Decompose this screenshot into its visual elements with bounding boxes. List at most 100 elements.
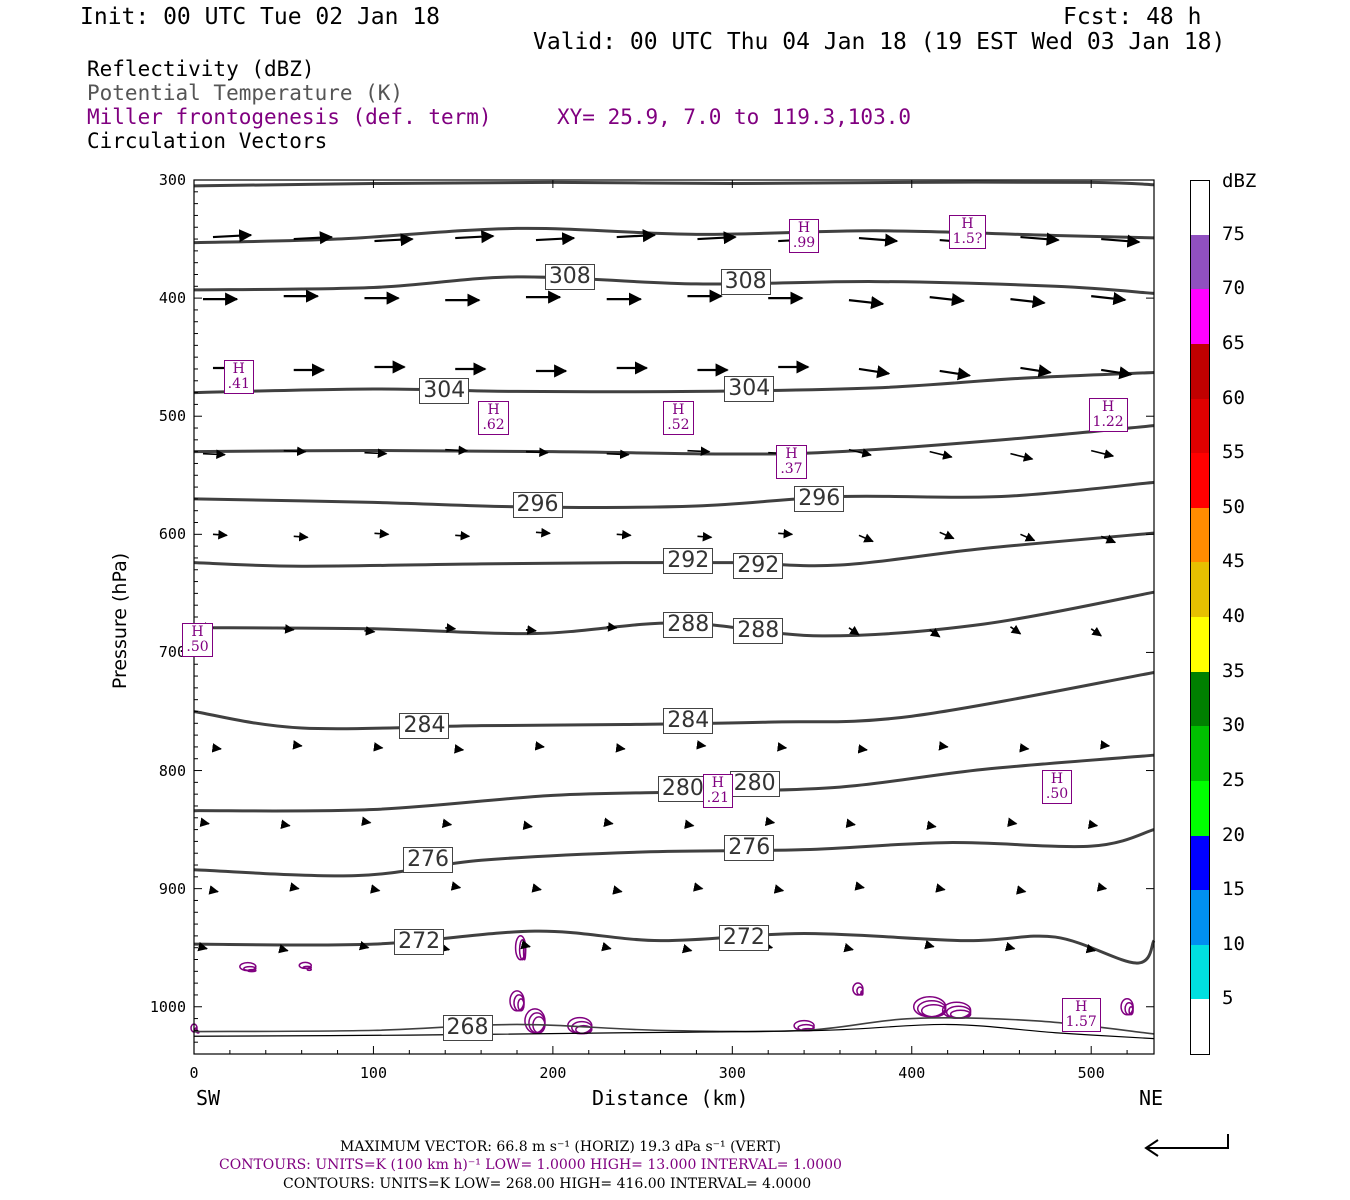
fronto-max-letter: H bbox=[961, 216, 974, 233]
circulation-vector bbox=[858, 365, 891, 379]
x-tick-label: 400 bbox=[898, 1064, 926, 1082]
x-end-right: NE bbox=[1139, 1086, 1164, 1110]
fronto-max-marker: H .62 bbox=[478, 400, 509, 435]
fronto-max-value: 1.57 bbox=[1065, 1014, 1097, 1031]
circulation-vector bbox=[1096, 882, 1108, 892]
contour-label-276: 276 bbox=[724, 835, 775, 862]
circulation-vector bbox=[455, 230, 495, 244]
forecast-hour: Fcst: 48 h bbox=[1063, 4, 1202, 30]
colorbar-label: 55 bbox=[1222, 441, 1245, 464]
fronto-max-marker: H .37 bbox=[776, 445, 807, 480]
footer-contours-theta: CONTOURS: UNITS=K LOW= 268.00 HIGH= 416.… bbox=[283, 1176, 812, 1192]
circulation-vector bbox=[615, 743, 626, 753]
circulation-vector bbox=[612, 885, 623, 895]
circulation-vector bbox=[373, 742, 384, 752]
fronto-contour bbox=[945, 1005, 972, 1020]
x-tick-label: 300 bbox=[718, 1064, 746, 1082]
circulation-vector bbox=[525, 447, 549, 458]
fronto-contour bbox=[518, 938, 527, 961]
contour-label-304: 304 bbox=[419, 378, 470, 405]
colorbar-unit: dBZ bbox=[1222, 170, 1257, 192]
axis-ticks bbox=[193, 179, 1154, 1054]
valid-time: Valid: 00 UTC Thu 04 Jan 18 (19 EST Wed … bbox=[533, 29, 1226, 55]
colorbar-swatch bbox=[1190, 617, 1210, 672]
colorbar-swatch bbox=[1190, 726, 1210, 781]
circulation-vector bbox=[374, 233, 414, 247]
colorbar-label: 20 bbox=[1222, 823, 1245, 846]
fronto-max-marker: H 1.5? bbox=[948, 215, 987, 250]
colorbar-label: 15 bbox=[1222, 878, 1245, 901]
theta-contours bbox=[193, 180, 1156, 1040]
fronto-contour bbox=[298, 961, 313, 970]
contour-label-272: 272 bbox=[718, 925, 769, 952]
fronto-contour bbox=[920, 1004, 947, 1018]
colorbar-swatch bbox=[1190, 398, 1210, 454]
fronto-max-marker: H .50 bbox=[182, 622, 213, 657]
colorbar-label: 65 bbox=[1222, 331, 1245, 354]
circulation-vector bbox=[293, 231, 334, 245]
circulation-vector bbox=[1007, 817, 1018, 828]
y-tick-label: 600 bbox=[158, 525, 186, 544]
circulation-vector bbox=[1016, 885, 1027, 895]
fronto-max-marker: H 1.57 bbox=[1061, 998, 1101, 1033]
init-time: Init: 00 UTC Tue 02 Jan 18 bbox=[80, 4, 441, 30]
circulation-vector bbox=[445, 445, 469, 456]
circulation-vector bbox=[939, 530, 955, 540]
y-tick-label: 500 bbox=[158, 407, 186, 426]
contour-label-292: 292 bbox=[733, 553, 784, 580]
fronto-max-value: .41 bbox=[227, 376, 250, 393]
circulation-vector bbox=[777, 742, 788, 752]
colorbar-swatch bbox=[1190, 835, 1210, 891]
circulation-vector bbox=[364, 626, 376, 636]
fronto-contour bbox=[860, 990, 864, 996]
circulation-vector bbox=[857, 744, 868, 754]
colorbar-label: 25 bbox=[1222, 768, 1245, 791]
circulation-vector bbox=[606, 622, 618, 632]
colorbar-label: 45 bbox=[1222, 550, 1245, 573]
legend-frontogenesis: Miller frontogenesis (def. term) bbox=[87, 105, 492, 129]
fronto-max-letter: H bbox=[785, 446, 798, 463]
circulation-vector bbox=[616, 529, 632, 540]
circulation-vector bbox=[929, 627, 941, 638]
fronto-contour bbox=[1128, 1006, 1134, 1016]
circulation-vector bbox=[778, 528, 794, 539]
circulation-vector bbox=[843, 942, 854, 953]
x-tick-label: 100 bbox=[359, 1064, 387, 1082]
contour-label-276: 276 bbox=[403, 847, 454, 874]
circulation-vector bbox=[522, 820, 533, 831]
circulation-vector bbox=[450, 881, 462, 891]
colorbar-label: 50 bbox=[1222, 495, 1245, 518]
fronto-contour bbox=[306, 967, 313, 972]
theta-contour-304 bbox=[193, 371, 1155, 395]
circulation-vector bbox=[681, 943, 693, 954]
contour-label-304: 304 bbox=[724, 376, 775, 403]
theta-contour-276 bbox=[193, 828, 1155, 878]
colorbar-swatch bbox=[1190, 890, 1210, 945]
x-tick-label: 0 bbox=[189, 1064, 199, 1082]
circulation-vector bbox=[687, 446, 711, 457]
colorbar-label: 40 bbox=[1222, 605, 1245, 627]
circulation-vector bbox=[935, 883, 946, 893]
circulation-vector bbox=[212, 229, 253, 243]
colorbar-swatch bbox=[1190, 343, 1210, 399]
circulation-vector bbox=[929, 450, 953, 460]
x-tick-label: 500 bbox=[1077, 1064, 1105, 1082]
fronto-max-value: .99 bbox=[792, 234, 816, 251]
circulation-vector bbox=[603, 817, 614, 828]
x-tick-label: 200 bbox=[539, 1064, 567, 1082]
theta-contour-308 bbox=[193, 226, 1155, 245]
legend-xy: XY= 25.9, 7.0 to 119.3,103.0 bbox=[557, 105, 912, 129]
fronto-max-value: 1.22 bbox=[1092, 414, 1124, 431]
circulation-vector bbox=[283, 624, 295, 634]
circulation-vector bbox=[601, 941, 612, 952]
circulation-vector bbox=[531, 883, 542, 893]
x-axis-title: Distance (km) bbox=[592, 1086, 749, 1110]
y-tick-label: 700 bbox=[158, 643, 186, 662]
circulation-vector bbox=[1020, 364, 1052, 378]
circulation-vector bbox=[1085, 943, 1097, 954]
contour-label-272: 272 bbox=[394, 928, 445, 955]
circulation-vector bbox=[693, 882, 704, 892]
colorbar-label: 35 bbox=[1222, 659, 1245, 682]
fronto-max-letter: H bbox=[672, 401, 685, 418]
